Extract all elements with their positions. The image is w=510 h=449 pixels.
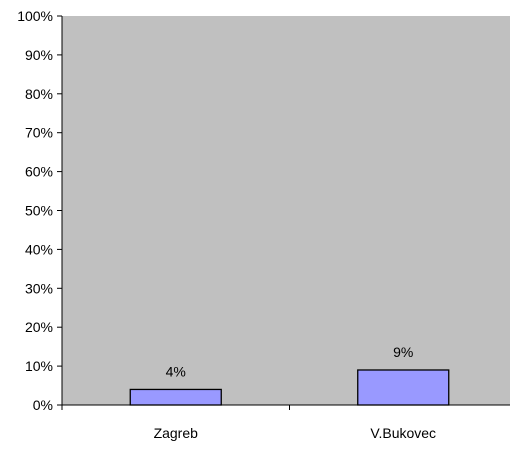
bars <box>129 369 450 406</box>
y-tick-label: 70% <box>25 125 53 141</box>
bar-data-label: 9% <box>393 344 413 360</box>
bar <box>357 369 450 406</box>
bar-data-label: 4% <box>166 363 186 379</box>
bar <box>129 388 222 406</box>
x-tick-label: V.Bukovec <box>370 425 436 441</box>
y-tick-label: 90% <box>25 47 53 63</box>
y-tick-label: 0% <box>33 397 53 413</box>
y-axis-ticks: 0% 10% 20% 30% 40% 50% 60% 70% 80% 90% 100% <box>17 8 62 413</box>
plot-area <box>62 16 510 405</box>
x-tick-label: Zagreb <box>154 425 199 441</box>
x-axis-ticks <box>61 405 290 410</box>
y-tick-label: 40% <box>25 241 53 257</box>
y-tick-label: 50% <box>25 203 53 219</box>
y-tick-label: 80% <box>25 86 53 102</box>
y-tick-label: 10% <box>25 358 53 374</box>
y-tick-label: 30% <box>25 280 53 296</box>
y-tick-label: 60% <box>25 164 53 180</box>
y-tick-label: 20% <box>25 319 53 335</box>
category-labels: Zagreb V.Bukovec <box>154 425 437 441</box>
data-labels: 4% 9% <box>166 344 414 379</box>
y-tick-label: 100% <box>17 8 53 24</box>
